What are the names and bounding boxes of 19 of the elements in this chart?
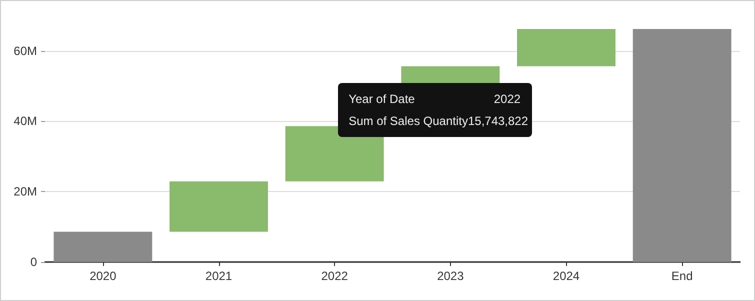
y-tick-label: 40M (14, 114, 38, 128)
x-tick-label: 2021 (205, 269, 232, 283)
annotation: 2022 (494, 91, 521, 108)
y-tick-label: 60M (14, 44, 38, 58)
bar (285, 126, 384, 182)
y-tick-label: 0 (30, 255, 38, 269)
annotation: Year of Date (348, 91, 415, 108)
x-tick-label: 2023 (437, 269, 464, 283)
x-tick-label: End (671, 269, 693, 283)
x-tick-label: 2024 (552, 269, 580, 283)
bar (517, 29, 616, 66)
y-tick-label: 20M (14, 184, 38, 199)
x-tick-label: 2022 (321, 269, 348, 283)
x-tick-label: 2020 (90, 269, 117, 283)
bar (632, 29, 732, 262)
annotation: Sum of Sales Quantity (348, 113, 468, 130)
bar (170, 181, 268, 232)
bar (54, 232, 152, 262)
annotation: 15,743,822 (468, 113, 528, 130)
